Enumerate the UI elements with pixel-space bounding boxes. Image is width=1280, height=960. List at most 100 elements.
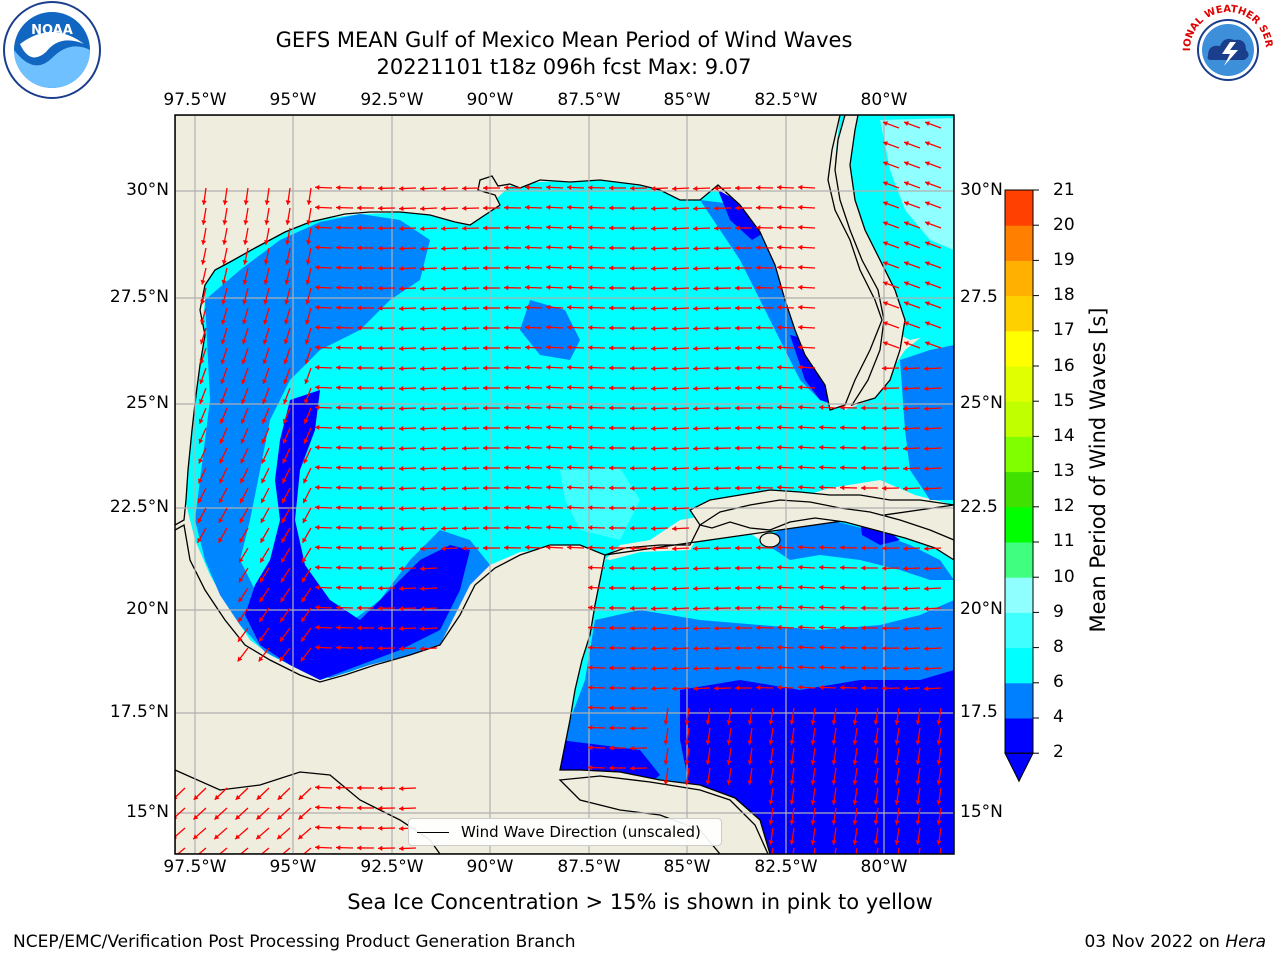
wave-arrow-head — [399, 265, 404, 272]
wave-arrow-head — [861, 645, 866, 651]
legend-line-icon — [417, 831, 449, 833]
wave-arrow-head — [315, 824, 320, 831]
colorbar-band — [1005, 647, 1033, 684]
wave-arrow-head — [357, 265, 362, 271]
wave-arrow-head — [693, 585, 698, 592]
wave-arrow-head — [714, 405, 719, 411]
wave-arrow-head — [298, 834, 304, 840]
wave-arrow-head — [651, 345, 656, 352]
wave-arrow-head — [306, 240, 312, 245]
wave-arrow-head — [873, 800, 879, 805]
wave-arrow-head — [588, 585, 593, 591]
wave-arrow-head — [936, 820, 942, 825]
wave-arrow-head — [399, 305, 404, 312]
wave-arrow-head — [735, 285, 740, 291]
wave-arrow-head — [262, 398, 267, 404]
wave-arrow-head — [281, 557, 286, 563]
wave-arrow-head — [798, 264, 803, 270]
wave-arrow-head — [747, 780, 753, 785]
wave-arrow-head — [798, 664, 803, 670]
graticule — [175, 115, 954, 854]
wave-arrow-head — [609, 765, 614, 771]
wave-arrow-head — [777, 624, 782, 631]
wave-arrow-head — [672, 586, 677, 592]
wave-arrow-head — [441, 225, 446, 232]
lat-label-left: 27.5°N — [109, 287, 169, 307]
wave-arrow-head — [609, 545, 614, 551]
colorbar-tick: 12 — [1053, 496, 1075, 516]
wave-arrow-head — [304, 339, 310, 345]
wave-arrow-head — [546, 324, 551, 330]
wave-arrow-head — [567, 464, 572, 471]
wave-arrow-head — [504, 225, 509, 231]
wave-arrow-head — [861, 585, 866, 591]
wave-arrow-head — [777, 224, 782, 231]
wave-arrow-head — [810, 780, 816, 785]
wave-arrow-head — [894, 760, 900, 765]
wave-arrow-head — [904, 321, 909, 327]
wave-arrow-head — [651, 425, 656, 432]
wave-arrow-head — [301, 616, 306, 622]
wave-arrow-head — [441, 265, 446, 272]
wave-arrow-head — [315, 544, 320, 551]
wave-arrow-head — [280, 577, 286, 583]
wave-arrow-head — [831, 740, 837, 745]
wave-arrow-head — [315, 344, 320, 351]
wave-arrow-head — [819, 444, 824, 451]
wave-arrow-head — [238, 616, 243, 622]
wave-arrow-head — [735, 365, 740, 371]
wave-arrow-head — [819, 624, 824, 631]
wave-arrow-head — [588, 645, 593, 651]
wave-arrow-head — [462, 385, 467, 391]
wave-arrow-head — [378, 345, 383, 351]
wave-arrow-head — [714, 465, 719, 471]
credit-right: 03 Nov 2022 on Hera — [1084, 932, 1266, 952]
wave-arrow-head — [378, 185, 383, 191]
wave-arrow-head — [735, 665, 740, 671]
wave-arrow-head — [399, 625, 404, 632]
wave-arrow-head — [378, 445, 383, 451]
wave-arrow-head — [672, 686, 677, 692]
wave-arrow-head — [840, 605, 845, 611]
wave-arrow-head — [303, 418, 309, 424]
wave-arrow-head — [609, 405, 614, 411]
wave-arrow-head — [282, 458, 288, 464]
wave-arrow-head — [904, 301, 909, 307]
wave-arrow-head — [861, 465, 866, 471]
wave-arrow-head — [819, 484, 824, 491]
wave-arrow-head — [777, 664, 782, 671]
wave-arrow-head — [336, 205, 341, 211]
wave-arrow — [771, 847, 774, 854]
wave-arrow-head — [399, 445, 404, 452]
wave-arrow-head — [336, 645, 341, 651]
lat-label-right: 22.5 — [960, 497, 998, 517]
wave-arrow-head — [924, 546, 929, 552]
wave-arrow-head — [315, 264, 320, 271]
wave-arrow-head — [726, 720, 732, 725]
wave-arrow-head — [693, 185, 698, 192]
wave-arrow-head — [714, 485, 719, 491]
wave-arrow-head — [588, 405, 593, 411]
wave-arrow-head — [798, 604, 803, 610]
wave-arrow-head — [756, 565, 761, 571]
wave-arrow-head — [357, 345, 362, 351]
wave-arrow-head — [357, 825, 362, 831]
colorbar-tick: 17 — [1053, 320, 1075, 340]
wave-arrow-head — [798, 244, 803, 250]
wave-arrow-head — [420, 566, 425, 572]
wave-arrow-head — [672, 186, 677, 192]
wave-arrow-head — [378, 425, 383, 431]
wave-arrow-head — [609, 725, 614, 731]
lon-label-bottom: 97.5°W — [163, 857, 227, 877]
wave-arrow-head — [672, 326, 677, 332]
wave-arrow-head — [714, 545, 719, 551]
us-coast-land — [175, 115, 883, 526]
wave-arrow-head — [283, 398, 288, 404]
wave-arrow-head — [651, 445, 656, 452]
wave-arrow-head — [504, 385, 509, 391]
credit-left: NCEP/EMC/Verification Post Processing Pr… — [13, 932, 576, 952]
wave-arrow-head — [336, 305, 341, 311]
wave-arrow-head — [789, 720, 795, 725]
wave-arrow-head — [714, 225, 719, 231]
wave-arrow-head — [302, 498, 308, 504]
